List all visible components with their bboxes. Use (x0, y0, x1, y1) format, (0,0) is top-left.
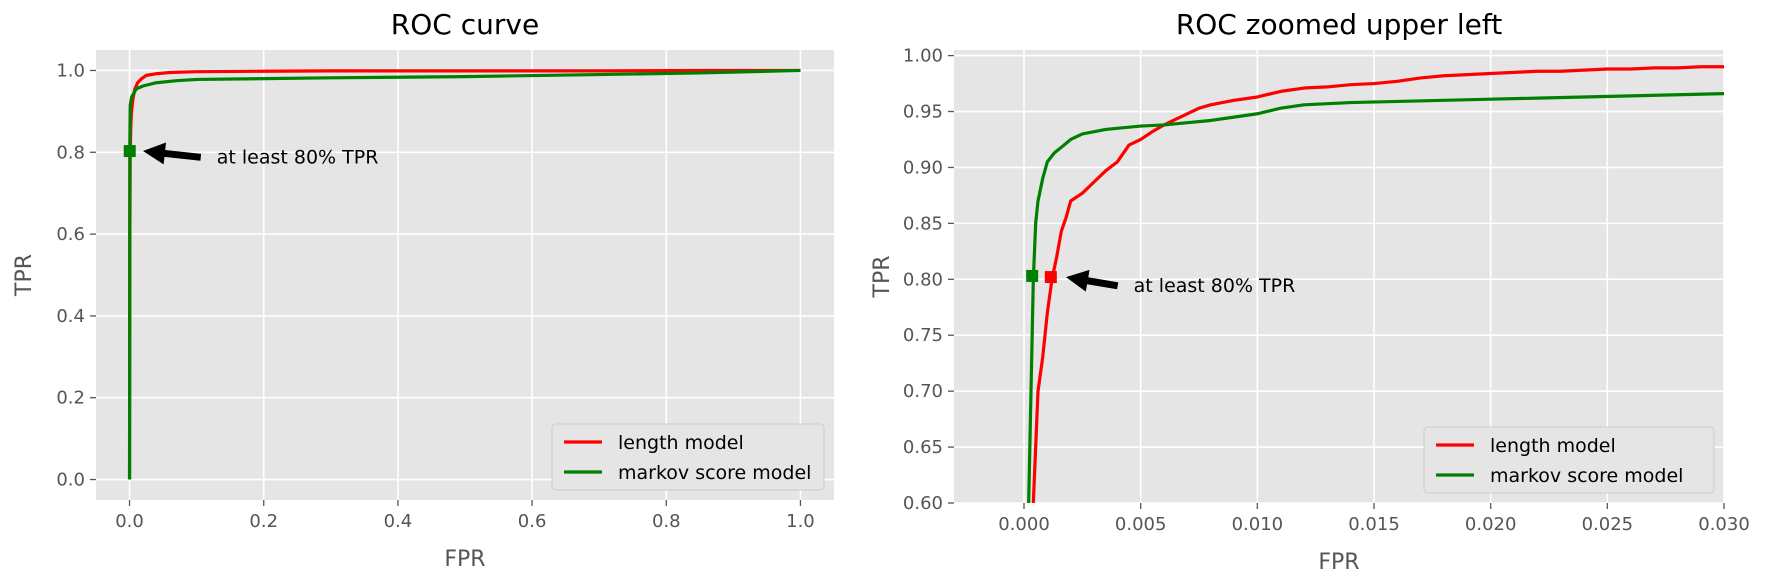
y-tick-label: 0.60 (903, 493, 943, 514)
y-tick-label: 0.90 (903, 157, 943, 178)
legend: length model markov score model (1423, 426, 1715, 494)
x-tick-label: 0.010 (1232, 514, 1284, 535)
y-tick-label: 0.8 (56, 142, 85, 163)
y-tick-label: 0.75 (903, 325, 943, 346)
y-axis-label: TPR (12, 254, 37, 297)
series-line-markov-score-model (1027, 92, 1724, 503)
series-line-markov-score-model (127, 68, 801, 480)
marker-length-model (1044, 271, 1057, 284)
x-tick-label: 1.0 (786, 511, 815, 532)
threshold-markers (1026, 269, 1057, 284)
legend-label-length-model: length model (1490, 435, 1616, 457)
x-tick-label: 0.6 (518, 511, 547, 532)
x-tick-label: 0.000 (998, 514, 1050, 535)
x-tick-label: 0.015 (1348, 514, 1400, 535)
annotation-text: at least 80% TPR (1134, 275, 1296, 297)
x-tick-label: 0.020 (1465, 514, 1517, 535)
y-tick-label: 0.70 (903, 381, 943, 402)
legend-label-markov-score-model: markov score model (618, 462, 811, 484)
y-tick-label: 0.95 (903, 102, 943, 123)
x-tick-label: 0.025 (1582, 514, 1634, 535)
roc-zoomed-chart: 0.000 0.005 0.010 0.015 0.020 0.025 0.030 0.60… (870, 8, 1750, 575)
series-line-length-model (1031, 65, 1724, 503)
y-axis-label: TPR (870, 256, 895, 299)
x-tick-label: 0.4 (384, 511, 413, 532)
chart-title: ROC zoomed upper left (1176, 8, 1502, 41)
y-tick-label: 1.0 (56, 60, 85, 81)
y-tick-label: 0.4 (56, 306, 85, 327)
x-tick-label: 0.030 (1698, 514, 1750, 535)
legend-box (1423, 426, 1715, 494)
annotation: at least 80% TPR (1066, 269, 1296, 297)
y-tick-label: 0.85 (903, 213, 943, 234)
legend-label-length-model: length model (618, 432, 744, 454)
threshold-markers (123, 145, 136, 158)
y-tick-label: 0.6 (56, 224, 85, 245)
y-tick-label: 0.0 (56, 470, 85, 491)
x-tick-label: 0.8 (652, 511, 681, 532)
y-ticks: 0.60 0.65 0.70 0.75 0.80 0.85 0.90 0.95 1.00 (903, 46, 954, 514)
legend-box (551, 423, 825, 491)
annotation-text: at least 80% TPR (217, 146, 379, 168)
legend: length model markov score model (551, 423, 825, 491)
x-ticks: 0.000 0.005 0.010 0.015 0.020 0.025 0.030 (998, 503, 1750, 535)
marker-markov-score-model (123, 145, 136, 158)
y-tick-label: 0.65 (903, 437, 943, 458)
y-tick-label: 0.80 (903, 269, 943, 290)
x-axis-label: FPR (1318, 550, 1359, 575)
annotation-arrow (143, 142, 202, 165)
chart-title: ROC curve (391, 8, 539, 41)
x-ticks: 0.0 0.2 0.4 0.6 0.8 1.0 (115, 500, 815, 532)
legend-label-markov-score-model: markov score model (1490, 465, 1683, 487)
y-tick-label: 1.00 (903, 46, 943, 67)
series-lines (1027, 65, 1724, 503)
series-lines (127, 68, 801, 480)
x-tick-label: 0.005 (1115, 514, 1167, 535)
annotation-arrow (1066, 269, 1119, 292)
y-ticks: 0.0 0.2 0.4 0.6 0.8 1.0 (56, 60, 96, 491)
x-tick-label: 0.0 (115, 511, 144, 532)
annotation: at least 80% TPR (143, 142, 379, 168)
x-axis-label: FPR (444, 547, 485, 572)
marker-markov-score-model (1026, 269, 1039, 282)
roc-curve-chart: 0.0 0.2 0.4 0.6 0.8 1.0 0.0 0.2 0.4 0.6 0.8 1.0 at… (12, 8, 834, 572)
x-tick-label: 0.2 (249, 511, 278, 532)
y-tick-label: 0.2 (56, 388, 85, 409)
